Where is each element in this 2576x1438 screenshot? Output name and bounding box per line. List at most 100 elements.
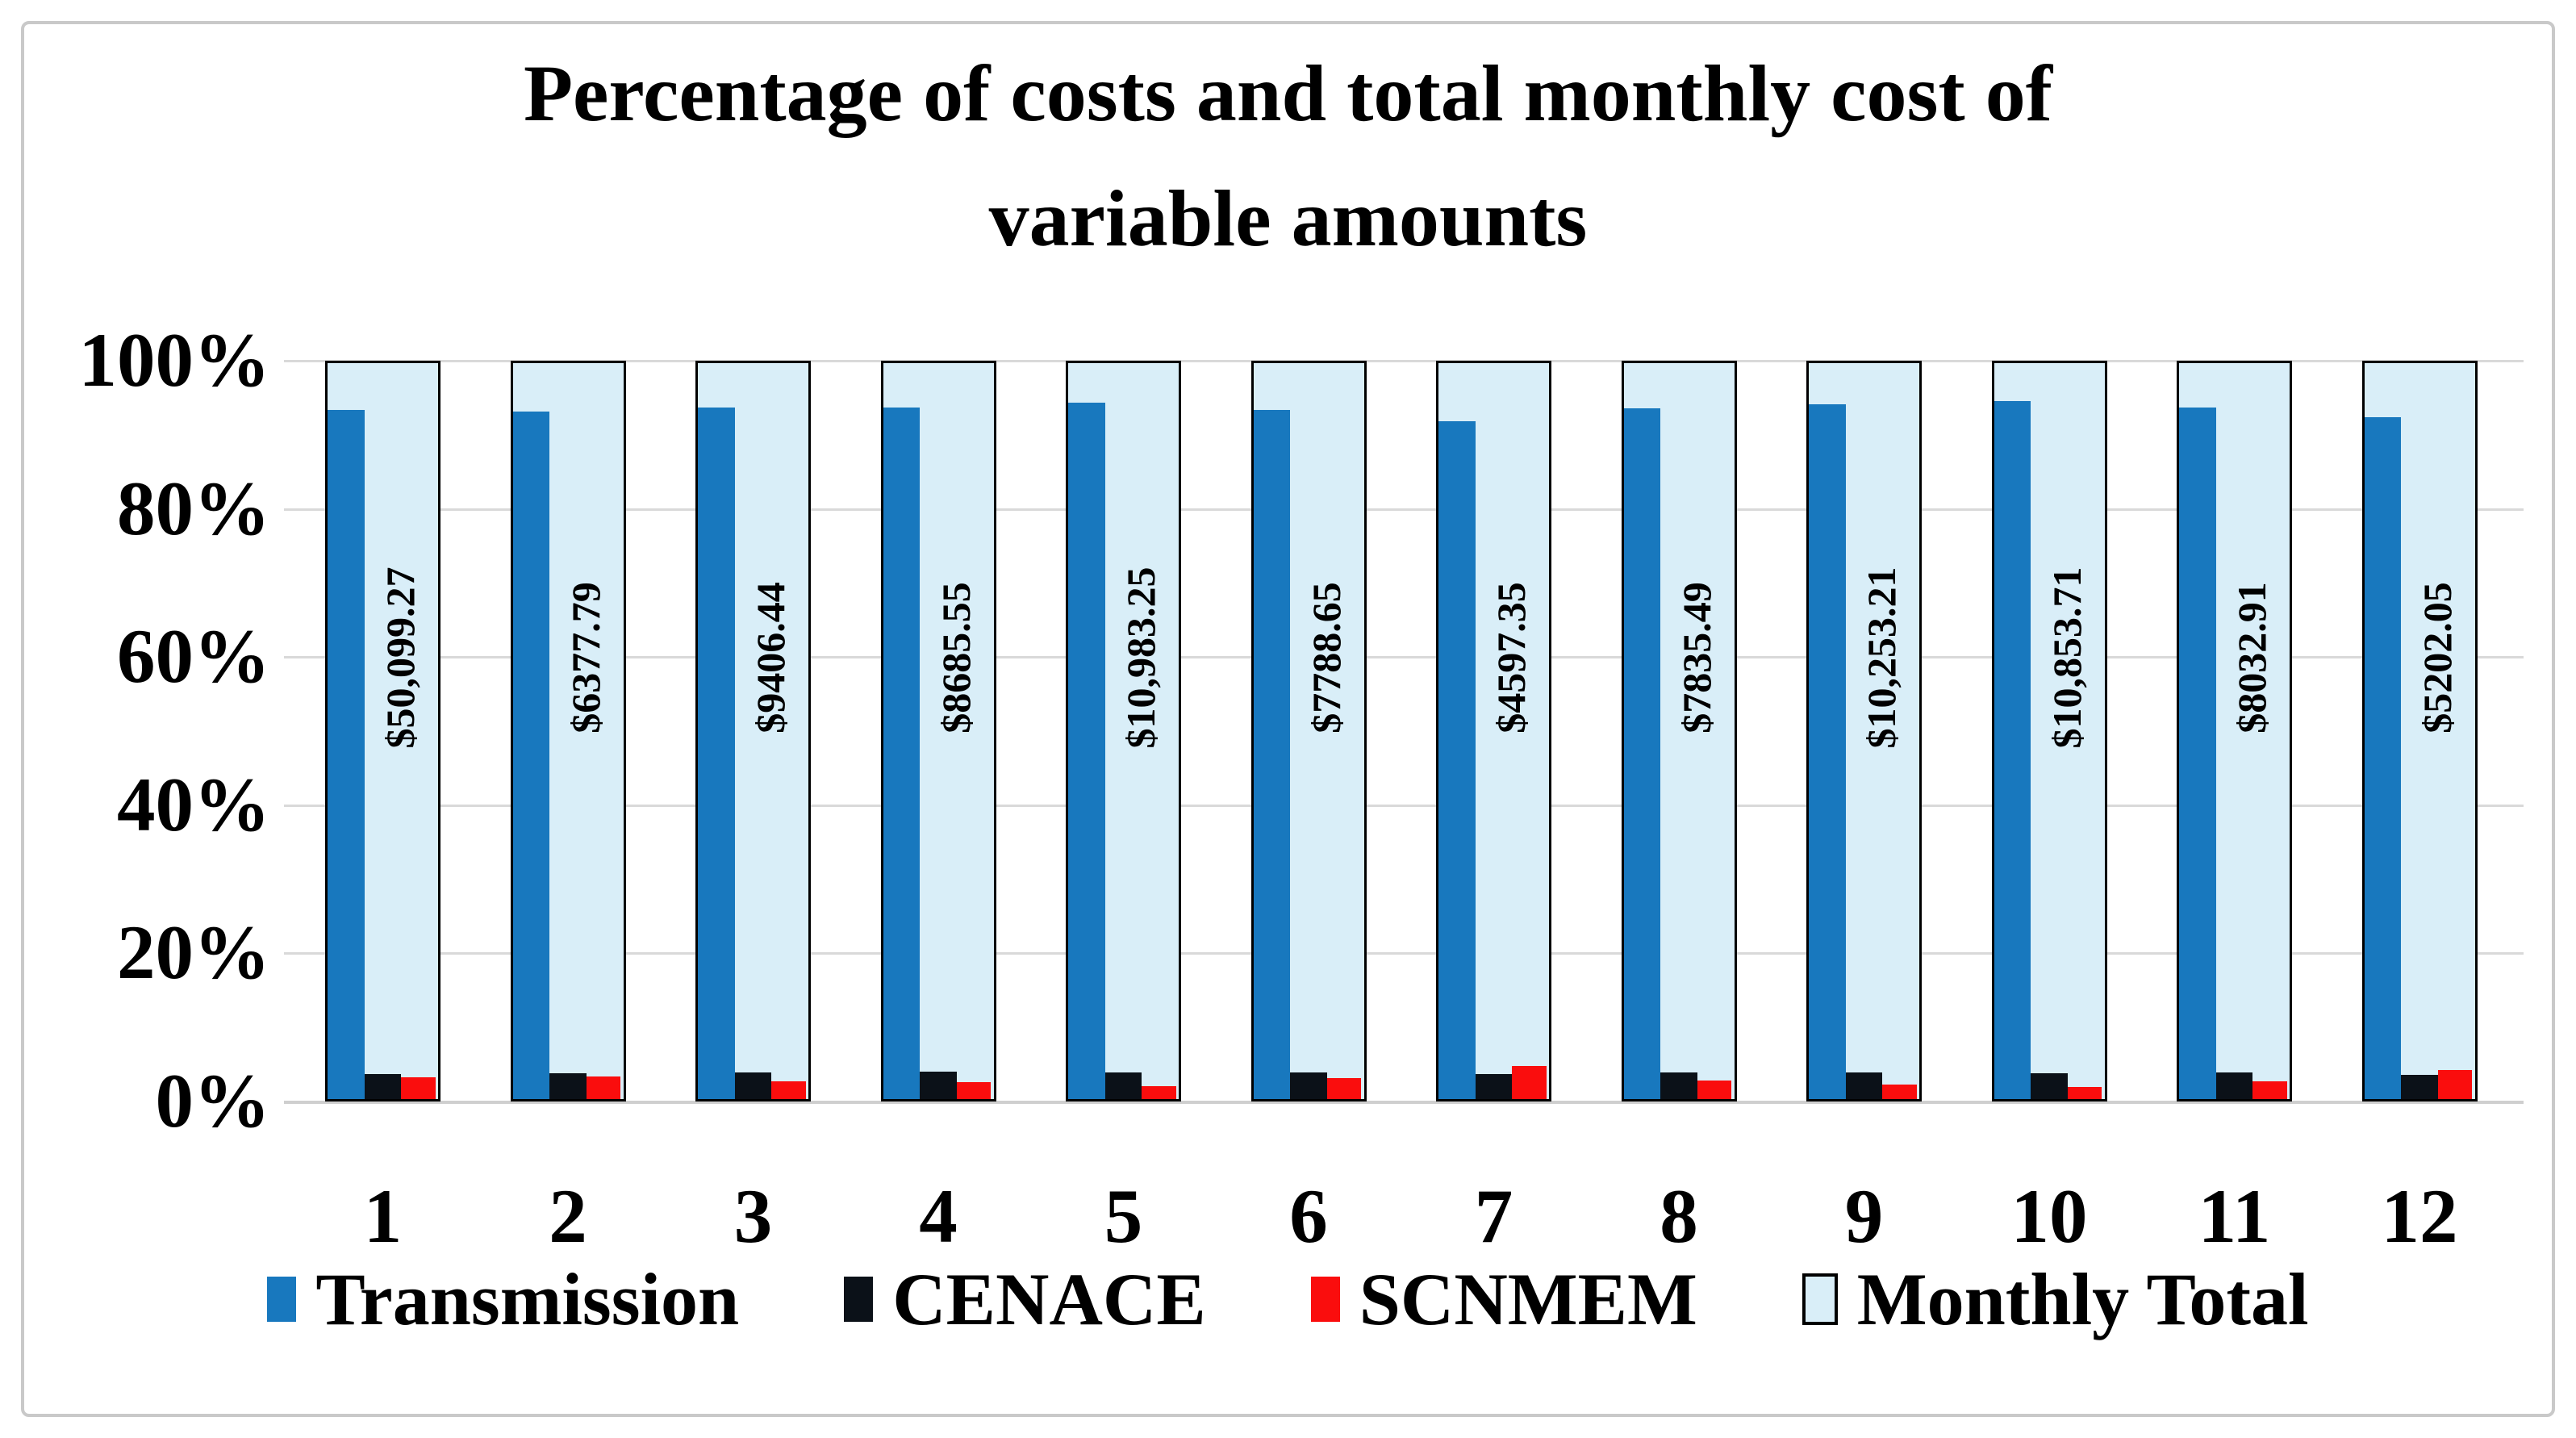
monthly-total-value-label: $7788.65 (1303, 582, 1349, 734)
legend-label: CENACE (892, 1258, 1206, 1340)
transmission-bar (1809, 404, 1846, 1099)
monthly-total-bar: $8032.91 (2177, 361, 2292, 1101)
transmission-bar (2364, 416, 2402, 1099)
gridline-20 (284, 952, 2524, 955)
legend-item-transmission: Transmission (267, 1256, 739, 1342)
legend-swatch (267, 1277, 297, 1322)
scnmem-bar (1697, 1081, 1732, 1099)
transmission-bar (698, 407, 735, 1099)
monthly-total-bar: $50,099.27 (325, 361, 440, 1101)
cenace-bar (920, 1072, 957, 1099)
monthly-total-value-label: $10,253.21 (1859, 566, 1905, 749)
scnmem-bar (1326, 1078, 1362, 1099)
monthly-total-value-label: $10,853.71 (2044, 566, 2090, 749)
gridline-40 (284, 804, 2524, 807)
legend-label: Transmission (315, 1258, 740, 1340)
monthly-total-bar: $5202.05 (2361, 361, 2478, 1101)
x-axis-tick-label: 1 (363, 1173, 403, 1259)
transmission-bar (883, 407, 921, 1099)
scnmem-bar (401, 1076, 436, 1099)
legend-item-cenace: CENACE (844, 1256, 1206, 1342)
scnmem-bar (771, 1081, 806, 1099)
legend-item-scnmem: SCNMEM (1310, 1256, 1697, 1342)
monthly-total-bar: $8685.55 (880, 361, 996, 1101)
transmission-bar (1068, 403, 1105, 1099)
monthly-total-bar: $9406.44 (695, 361, 811, 1101)
monthly-total-value-label: $7835.49 (1673, 582, 1719, 734)
transmission-bar (1253, 410, 1291, 1099)
transmission-bar (1438, 421, 1476, 1099)
y-axis-tick-label: 20% (117, 909, 270, 996)
x-axis-tick-label: 12 (2381, 1173, 2458, 1259)
gridline-80 (284, 508, 2524, 511)
legend-label: Monthly Total (1856, 1258, 2309, 1340)
x-axis-tick-label: 5 (1104, 1173, 1143, 1259)
x-axis-tick-label: 2 (549, 1173, 587, 1259)
monthly-total-bar: $4597.35 (1436, 361, 1551, 1101)
scnmem-bar (1882, 1084, 1917, 1099)
legend-swatch (1802, 1273, 1838, 1325)
scnmem-bar (1512, 1065, 1547, 1099)
legend-swatch (844, 1277, 874, 1322)
x-axis-tick-label: 11 (2198, 1173, 2271, 1259)
chart-title-line-1: Percentage of costs and total monthly co… (523, 48, 2053, 138)
cenace-bar (1660, 1072, 1697, 1099)
monthly-total-value-label: $8685.55 (933, 582, 979, 734)
cenace-bar (1290, 1072, 1327, 1099)
cenace-bar (2031, 1073, 2068, 1099)
gridline-60 (284, 656, 2524, 659)
transmission-bar (1623, 408, 1661, 1099)
x-axis-tick-label: 3 (733, 1173, 773, 1259)
monthly-total-bar: $10,853.71 (1991, 361, 2107, 1101)
cenace-bar (1104, 1072, 1142, 1099)
transmission-bar (328, 410, 365, 1099)
legend-swatch (1310, 1277, 1340, 1322)
y-axis-tick-label: 60% (117, 613, 270, 700)
cenace-bar (734, 1072, 772, 1099)
monthly-total-value-label: $6377.79 (562, 582, 608, 734)
x-axis-tick-label: 6 (1289, 1173, 1328, 1259)
legend: Transmission CENACE SCNMEM Monthly Total (0, 1251, 2576, 1348)
cenace-bar (549, 1073, 587, 1099)
monthly-total-bar: $10,983.25 (1066, 361, 1181, 1101)
x-axis-tick-label: 9 (1844, 1173, 1884, 1259)
gridline-0 (284, 1101, 2524, 1104)
legend-item-monthly-total: Monthly Total (1802, 1256, 2309, 1342)
monthly-total-value-label: $4597.35 (1488, 582, 1534, 734)
scnmem-bar (586, 1076, 621, 1099)
monthly-total-value-label: $5202.05 (2414, 582, 2460, 734)
monthly-total-bar: $6377.79 (510, 361, 626, 1101)
chart-title-line-2: variable amounts (988, 173, 1588, 263)
monthly-total-bar: $7788.65 (1250, 361, 1367, 1101)
monthly-total-value-label: $10,983.25 (1118, 566, 1164, 749)
x-axis-tick-label: 10 (2010, 1173, 2088, 1259)
y-axis-tick-label: 100% (78, 317, 271, 403)
monthly-total-value-label: $50,099.27 (378, 566, 424, 749)
scnmem-bar (2067, 1086, 2102, 1099)
transmission-bar (512, 412, 550, 1099)
figure-border (21, 21, 2555, 1417)
chart-title: Percentage of costs and total monthly co… (0, 31, 2576, 281)
cenace-bar (2215, 1072, 2253, 1099)
scnmem-bar (956, 1082, 992, 1099)
x-axis-tick-label: 4 (919, 1173, 958, 1259)
y-axis-tick-label: 40% (117, 761, 270, 847)
x-axis-tick-label: 8 (1660, 1173, 1698, 1259)
monthly-total-value-label: $9406.44 (748, 582, 794, 734)
transmission-bar (1994, 401, 2031, 1099)
cenace-bar (364, 1074, 402, 1099)
scnmem-bar (1142, 1085, 1176, 1099)
y-axis-tick-label: 0% (155, 1058, 271, 1143)
monthly-total-value-label: $8032.91 (2229, 582, 2275, 734)
x-axis-tick-label: 7 (1474, 1173, 1513, 1259)
transmission-bar (2179, 407, 2216, 1099)
monthly-total-bar: $7835.49 (1621, 361, 1737, 1101)
cenace-bar (2401, 1074, 2438, 1099)
y-axis-tick-label: 80% (117, 465, 270, 551)
legend-label: SCNMEM (1359, 1258, 1697, 1340)
cenace-bar (1475, 1074, 1513, 1099)
scnmem-bar (2252, 1081, 2287, 1099)
scnmem-bar (2437, 1069, 2473, 1099)
